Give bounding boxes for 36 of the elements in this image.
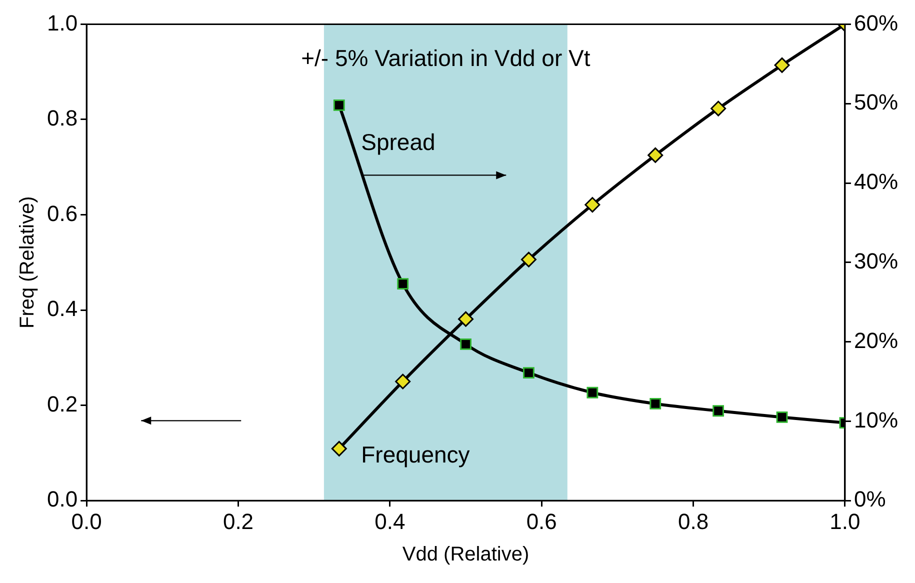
- x-axis-title: Vdd (Relative): [402, 544, 530, 566]
- y2-tick-label: 60%: [854, 10, 898, 36]
- point: [584, 197, 600, 213]
- x-tick-label: 0.8: [678, 508, 709, 534]
- point: [395, 374, 411, 390]
- point: [520, 252, 536, 268]
- band-label: +/- 5% Variation in Vdd or Vt: [301, 45, 591, 72]
- point: [460, 338, 472, 350]
- point: [523, 367, 534, 378]
- series-label: Frequency: [361, 442, 470, 468]
- y-tick-label: 0.2: [46, 391, 78, 416]
- y2-tick-label: 50%: [854, 90, 898, 115]
- point: [712, 405, 724, 417]
- y-axis-title: Freq (Relative): [16, 196, 39, 329]
- y2-tick-label: 20%: [854, 328, 898, 353]
- point: [648, 147, 664, 163]
- series-label: Spread: [361, 129, 436, 156]
- y2-tick-label: 40%: [854, 169, 898, 194]
- point: [586, 386, 598, 398]
- point: [774, 57, 790, 73]
- x-tick-label: 0.4: [374, 508, 406, 534]
- point: [458, 311, 474, 327]
- y-tick-label: 0.4: [46, 296, 78, 322]
- x-tick-label: 0.6: [526, 508, 557, 534]
- point: [331, 440, 347, 456]
- y-tick-label: 1.0: [46, 10, 78, 36]
- point: [650, 398, 662, 410]
- y-tick-label: 0.6: [46, 200, 78, 226]
- x-tick-label: 0.2: [222, 508, 254, 534]
- y-tick-label: 0.8: [46, 106, 78, 131]
- y2-tick-label: 10%: [854, 407, 898, 432]
- point: [397, 278, 409, 290]
- y2-tick-label: 30%: [854, 248, 898, 274]
- point: [333, 99, 345, 111]
- point: [776, 412, 788, 423]
- point: [710, 100, 726, 116]
